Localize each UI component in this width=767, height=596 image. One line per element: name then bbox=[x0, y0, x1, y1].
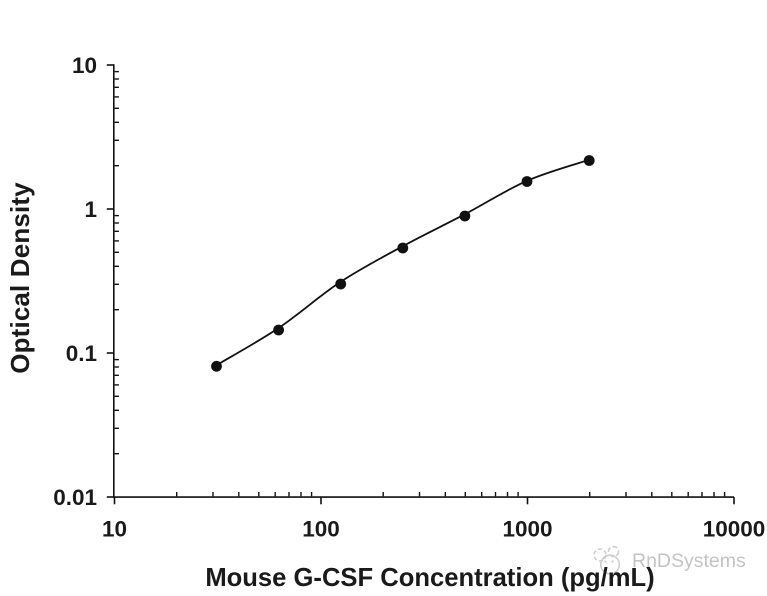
svg-text:0.01: 0.01 bbox=[53, 485, 97, 510]
svg-text:10000: 10000 bbox=[703, 517, 766, 542]
svg-text:Mouse G-CSF Concentration (pg/: Mouse G-CSF Concentration (pg/mL) bbox=[205, 564, 654, 592]
svg-text:0.1: 0.1 bbox=[66, 341, 97, 366]
svg-text:RnDSystems: RnDSystems bbox=[632, 550, 746, 572]
svg-text:100: 100 bbox=[302, 517, 340, 542]
svg-text:10: 10 bbox=[102, 517, 127, 542]
svg-text:1000: 1000 bbox=[502, 517, 552, 542]
svg-text:Optical Density: Optical Density bbox=[5, 182, 35, 374]
svg-text:10: 10 bbox=[72, 53, 97, 78]
svg-text:1: 1 bbox=[84, 197, 97, 222]
